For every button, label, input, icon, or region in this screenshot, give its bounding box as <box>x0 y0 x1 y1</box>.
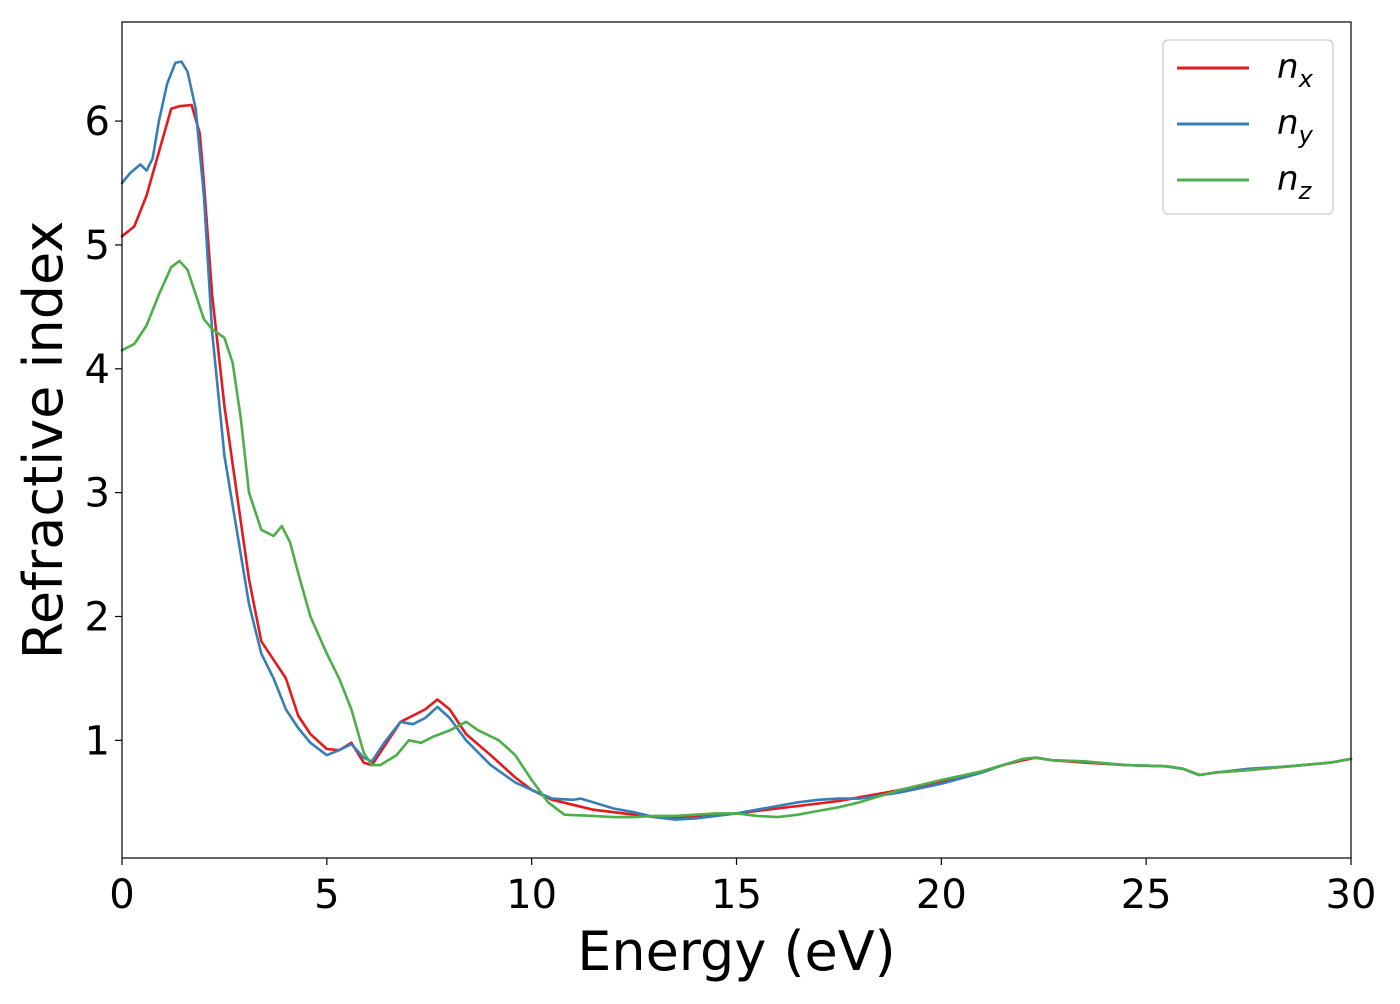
y-tick-label: 2 <box>85 594 110 640</box>
legend: nx ny nz <box>1162 39 1334 215</box>
tick-layer: 0 5 10 15 20 25 30 1 2 3 4 5 6 <box>85 99 1377 918</box>
y-tick-label: 6 <box>85 99 110 145</box>
x-tick-label: 20 <box>916 872 967 918</box>
y-tick-label: 1 <box>85 718 110 764</box>
x-tick-label: 15 <box>711 872 762 918</box>
legend-label-ny: ny <box>1277 103 1314 149</box>
y-tick-label: 3 <box>85 471 110 517</box>
x-tick-label: 0 <box>109 872 134 918</box>
x-tick-label: 30 <box>1326 872 1377 918</box>
y-tick-label: 5 <box>85 223 110 269</box>
y-tick-label: 4 <box>85 347 110 393</box>
legend-label-nx: nx <box>1277 47 1314 93</box>
series-layer <box>120 60 1353 821</box>
x-tick-label: 10 <box>506 872 557 918</box>
x-tick-label: 25 <box>1121 872 1172 918</box>
legend-label-nz: nz <box>1277 159 1313 205</box>
legend-box <box>1162 39 1334 215</box>
series-line-nz <box>120 259 1353 819</box>
x-axis-title: Energy (eV) <box>577 920 896 983</box>
x-tick-label: 5 <box>314 872 339 918</box>
y-axis-title: Refractive index <box>12 221 75 660</box>
